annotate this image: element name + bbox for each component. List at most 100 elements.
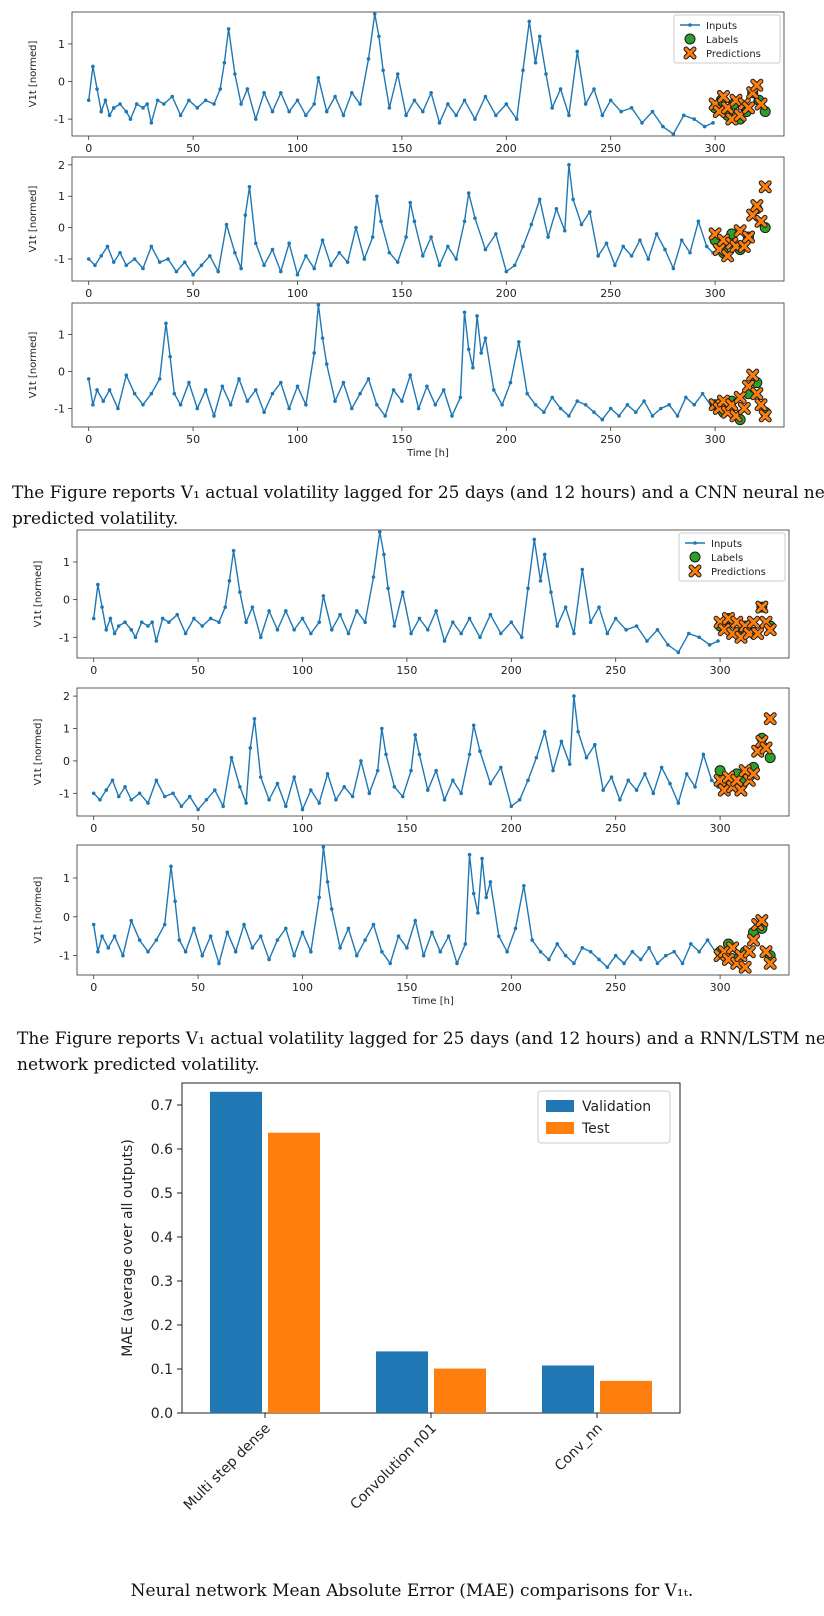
inputs-point	[99, 109, 104, 114]
x-tick-label: 150	[396, 822, 417, 835]
x-tick-label: 300	[710, 664, 731, 677]
inputs-point	[141, 266, 145, 271]
x-tick-label: 0	[90, 981, 97, 994]
inputs-point	[446, 244, 450, 249]
inputs-point	[287, 109, 291, 114]
inputs-point	[309, 788, 313, 792]
cnn-panel-1: 0 50 100 150 200 250 300 -1 0 1 V1t [normed] Inputs…	[28, 11, 785, 155]
inputs-point	[476, 911, 480, 915]
y-tick-label: -1	[59, 950, 70, 963]
inputs-point	[450, 414, 454, 418]
plot-frame	[71, 156, 785, 282]
inputs-point	[383, 414, 387, 418]
x-tick-label: 300	[710, 822, 731, 835]
x-tick-label: 250	[605, 822, 626, 835]
inputs-point	[697, 635, 702, 640]
inputs-point	[203, 98, 208, 103]
y-tick-label: 0	[63, 594, 70, 607]
inputs-point	[225, 930, 230, 935]
inputs-point	[633, 410, 638, 414]
inputs-point	[86, 98, 91, 103]
inputs-point	[384, 752, 388, 757]
inputs-point	[220, 384, 225, 389]
inputs-point	[100, 605, 104, 609]
inputs-point	[149, 391, 154, 396]
inputs-point	[634, 788, 639, 792]
inputs-point	[162, 102, 166, 106]
inputs-point	[183, 631, 188, 636]
inputs-point	[473, 216, 477, 221]
bar-x-tick-label: Convolution n01	[347, 1421, 439, 1513]
inputs-point	[162, 922, 167, 927]
inputs-point	[434, 768, 438, 773]
inputs-point	[484, 895, 489, 900]
inputs-point	[409, 768, 413, 773]
inputs-point	[558, 406, 563, 411]
prediction-marker	[726, 113, 738, 125]
inputs-point	[546, 235, 550, 239]
inputs-point	[597, 957, 601, 962]
bar-validation-0	[210, 1091, 262, 1413]
legend-box	[673, 14, 781, 64]
inputs-point	[224, 222, 229, 227]
inputs-point	[622, 961, 626, 966]
inputs-point	[229, 755, 234, 760]
inputs-point	[547, 957, 551, 962]
inputs-point	[575, 399, 580, 403]
inputs-point	[542, 552, 547, 557]
prediction-marker	[739, 961, 751, 973]
inputs-point	[517, 340, 521, 344]
y-tick-label: -1	[54, 113, 65, 126]
plot-frame	[71, 11, 785, 137]
inputs-point	[154, 778, 159, 783]
inputs-point	[164, 321, 168, 326]
inputs-point	[638, 238, 642, 242]
inputs-point	[467, 852, 472, 857]
y-tick-label: 1	[58, 328, 65, 341]
inputs-point	[387, 106, 392, 110]
inputs-point	[500, 402, 504, 407]
inputs-point	[244, 801, 248, 805]
inputs-point	[208, 254, 212, 258]
x-axis-label: Time [h]	[406, 448, 449, 459]
legend: Inputs Labels Predictions	[673, 14, 781, 64]
inputs-point	[95, 87, 99, 91]
inputs-point	[647, 946, 651, 950]
inputs-point	[442, 639, 447, 643]
inputs-point	[624, 627, 628, 632]
inputs-point	[292, 953, 296, 958]
inputs-point	[483, 94, 488, 99]
legend-label: Labels	[711, 553, 743, 564]
bar-legend: Validation Test	[537, 1090, 671, 1144]
inputs-point	[458, 395, 463, 400]
inputs-point	[275, 781, 280, 786]
inputs-point	[218, 87, 223, 91]
y-tick-label: -1	[59, 631, 70, 644]
inputs-point	[362, 257, 367, 261]
inputs-point	[177, 938, 182, 942]
inputs-point	[466, 347, 471, 352]
inputs-point	[91, 64, 95, 69]
inputs-point	[554, 206, 559, 211]
inputs-point	[625, 402, 630, 407]
inputs-point	[562, 228, 567, 233]
inputs-point	[676, 801, 681, 805]
inputs-point	[588, 620, 593, 625]
inputs-point	[475, 314, 479, 318]
inputs-point	[166, 257, 170, 261]
inputs-point	[478, 635, 482, 640]
inputs-point	[275, 627, 280, 632]
bar-y-tick-label: 0.7	[151, 1098, 173, 1114]
inputs-point	[437, 121, 442, 125]
plot-frame	[76, 529, 790, 659]
legend: Inputs Labels Predictions	[678, 532, 786, 582]
inputs-point	[379, 219, 383, 224]
inputs-point	[105, 244, 110, 249]
inputs-point	[262, 90, 266, 95]
prediction-marker	[751, 200, 763, 212]
inputs-point	[363, 620, 367, 625]
prediction-marker	[743, 946, 755, 958]
inputs-point	[354, 225, 358, 230]
inputs-point	[533, 402, 538, 407]
y-tick-label: 1	[63, 556, 70, 569]
